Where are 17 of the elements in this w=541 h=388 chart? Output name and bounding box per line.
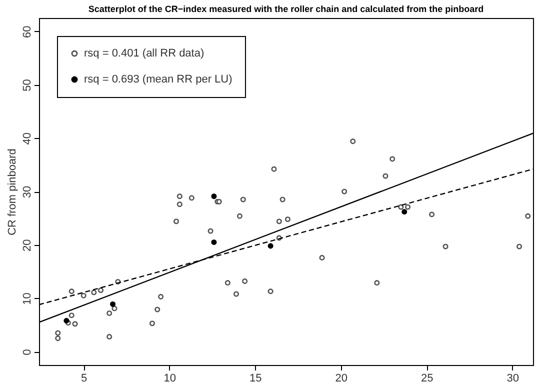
legend-label: rsq = 0.401 (all RR data) xyxy=(84,48,204,60)
chart-title: Scatterplot of the CR−index measured with the roller chain and calculated from the pinboard xyxy=(88,4,484,14)
y-tick-label: 50 xyxy=(22,79,34,92)
y-tick-label: 60 xyxy=(22,26,34,38)
x-tick-label: 10 xyxy=(164,372,176,384)
x-tick-label: 15 xyxy=(250,372,262,384)
y-axis-title: CR from pinboard xyxy=(6,148,18,236)
y-tick-label: 40 xyxy=(22,132,34,145)
x-tick-label: 20 xyxy=(335,372,348,384)
y-tick-label: 20 xyxy=(22,239,34,252)
x-tick-label: 25 xyxy=(421,372,434,384)
legend-label: rsq = 0.693 (mean RR per LU) xyxy=(84,74,232,86)
y-tick-label: 0 xyxy=(22,349,34,356)
x-tick-label: 5 xyxy=(81,372,88,384)
y-tick-label: 10 xyxy=(22,292,34,305)
x-tick-label: 30 xyxy=(506,372,520,384)
y-tick-label: 30 xyxy=(22,186,34,198)
